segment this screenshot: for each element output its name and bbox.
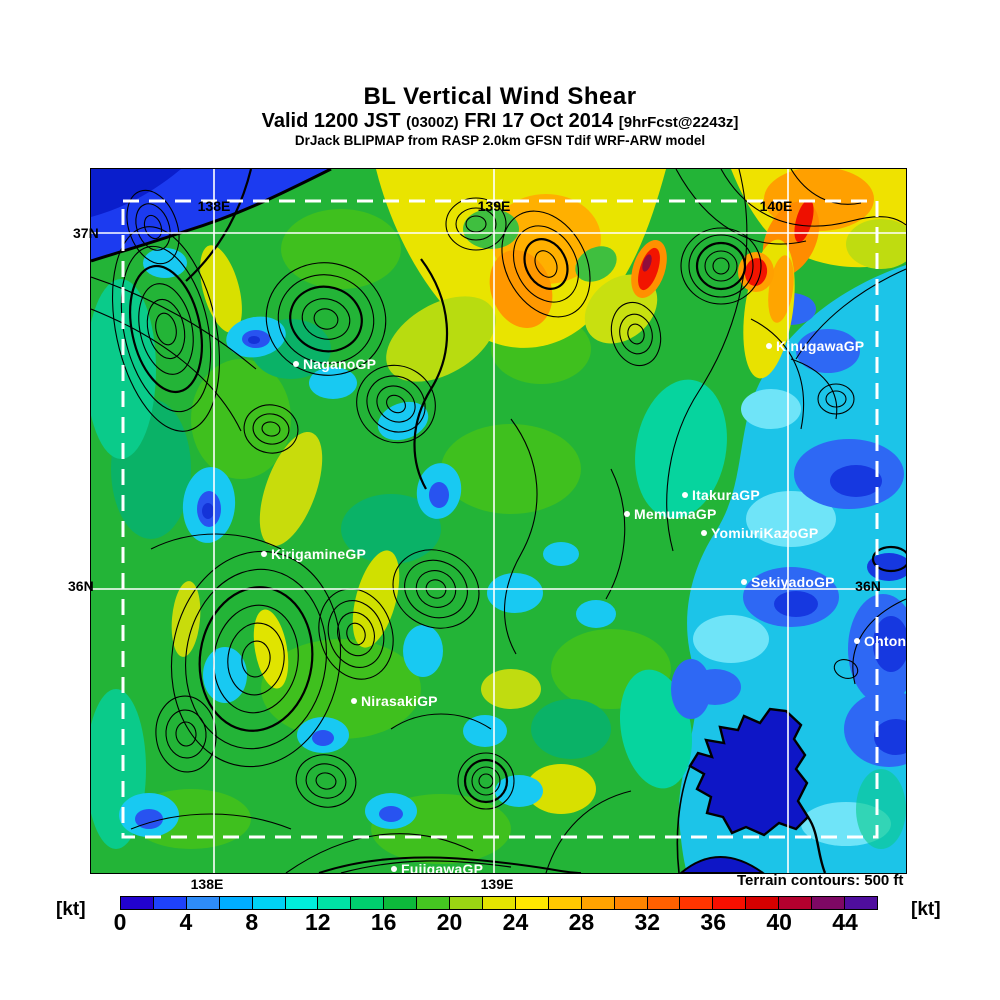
site-marker-nirasaki: NirasakiGP xyxy=(351,693,438,709)
colorbar-tick-label: 28 xyxy=(568,909,595,935)
colorbar-segment xyxy=(153,897,187,909)
colorbar-segment xyxy=(844,897,877,909)
colorbar-segment xyxy=(581,897,615,909)
colorbar-segment xyxy=(548,897,582,909)
site-marker-kinugawa: KinugawaGP xyxy=(766,338,864,354)
colorbar-segment xyxy=(186,897,220,909)
colorbar-tick-label: 20 xyxy=(436,909,463,935)
colorbar-tick-label: 4 xyxy=(179,909,193,935)
site-dot-icon xyxy=(741,579,747,585)
colorbar-tick-label: 12 xyxy=(304,909,331,935)
lon-label-139e-bottom: 139E xyxy=(480,876,514,892)
unit-label-right: [kt] xyxy=(911,899,941,920)
colorbar-segment xyxy=(614,897,648,909)
site-marker-kirigamine: KirigamineGP xyxy=(261,546,366,562)
site-marker-sekiyado: SekiyadoGP xyxy=(741,574,835,590)
colorbar-segment xyxy=(746,897,780,909)
lat-label-36n-left: 36N xyxy=(68,578,94,594)
lat-label-37n-left: 37N xyxy=(73,225,99,241)
site-dot-icon xyxy=(624,511,630,517)
colorbar-tick-label: 32 xyxy=(634,909,661,935)
colorbar-segment xyxy=(417,897,451,909)
site-label: FujigawaGP xyxy=(401,861,484,874)
colorbar-segment xyxy=(219,897,253,909)
domain-boundary-box xyxy=(121,199,879,839)
blipmap-plot: 138E 139E 140E 36N NaganoGP KinugawaGP I… xyxy=(90,168,907,874)
colorbar-tick-label: 16 xyxy=(370,909,397,935)
colorbar-segment xyxy=(779,897,813,909)
lon-label-138e-bottom: 138E xyxy=(190,876,224,892)
site-dot-icon xyxy=(682,492,688,498)
unit-label-left: [kt] xyxy=(56,899,86,920)
colorbar-tick-label: 24 xyxy=(502,909,529,935)
colorbar-segment xyxy=(252,897,286,909)
site-dot-icon xyxy=(854,638,860,644)
valid-date: FRI 17 Oct 2014 xyxy=(458,109,619,132)
colorbar xyxy=(120,896,878,910)
site-dot-icon xyxy=(766,343,772,349)
wind-shear-field xyxy=(91,169,906,873)
latlon-grid xyxy=(91,169,906,873)
lon-label-139e-top: 139E xyxy=(477,198,511,214)
site-marker-memuma: MemumaGP xyxy=(624,506,717,522)
colorbar-segment xyxy=(121,897,154,909)
site-label: YomiuriKazoGP xyxy=(711,525,819,541)
model-line: DrJack BLIPMAP from RASP 2.0km GFSN Tdif… xyxy=(294,132,706,148)
colorbar-tick-label: 8 xyxy=(245,909,259,935)
colorbar-segment xyxy=(482,897,516,909)
site-dot-icon xyxy=(293,361,299,367)
site-marker-itakura: ItakuraGP xyxy=(682,487,760,503)
lon-label-138e-top: 138E xyxy=(197,198,231,214)
colorbar-segment xyxy=(647,897,681,909)
colorbar-segment xyxy=(515,897,549,909)
site-marker-fujigawa: FujigawaGP xyxy=(391,861,484,874)
colorbar-segment xyxy=(285,897,319,909)
site-label: KirigamineGP xyxy=(271,546,366,562)
site-dot-icon xyxy=(701,530,707,536)
site-dot-icon xyxy=(351,698,357,704)
colorbar-segment xyxy=(318,897,352,909)
page-title: BL Vertical Wind Shear xyxy=(363,83,637,110)
header: BL Vertical Wind Shear Valid 1200 JST (0… xyxy=(0,84,1000,148)
colorbar-tick-label: 36 xyxy=(700,909,726,935)
site-dot-icon xyxy=(391,866,397,872)
colorbar-ticks: 0 4 8 12 16 20 24 28 32 36 40 44 xyxy=(114,909,878,937)
lat-label-36n-right: 36N xyxy=(855,578,881,594)
colorbar-segment xyxy=(713,897,747,909)
site-marker-nagano: NaganoGP xyxy=(293,356,376,372)
valid-prefix: Valid 1200 JST xyxy=(261,109,407,132)
site-label: NirasakiGP xyxy=(361,693,438,709)
colorbar-segment xyxy=(812,897,845,909)
site-label: ItakuraGP xyxy=(692,487,760,503)
valid-zulu: (0300Z) xyxy=(406,113,459,131)
site-label: NaganoGP xyxy=(303,356,377,372)
valid-forecast-tag: [9hrFcst@2243z] xyxy=(618,113,739,131)
colorbar-segment xyxy=(351,897,385,909)
colorbar-segment xyxy=(384,897,418,909)
colorbar-tick-label: 0 xyxy=(113,909,127,935)
site-marker-ohtone: OhtoneGP xyxy=(854,633,907,649)
site-dot-icon xyxy=(261,551,267,557)
colorbar-tick-label: 44 xyxy=(832,909,858,935)
site-label: MemumaGP xyxy=(634,506,717,522)
terrain-contours-note: Terrain contours: 500 ft xyxy=(737,872,904,889)
site-label: KinugawaGP xyxy=(776,338,865,354)
valid-line: Valid 1200 JST (0300Z) FRI 17 Oct 2014 [… xyxy=(0,109,1000,133)
site-label: SekiyadoGP xyxy=(751,574,835,590)
site-label: OhtoneGP xyxy=(864,633,907,649)
colorbar-tick-label: 40 xyxy=(766,909,792,935)
lon-label-140e-top: 140E xyxy=(759,198,793,214)
colorbar-segment xyxy=(450,897,483,909)
site-marker-yomiurikazo: YomiuriKazoGP xyxy=(701,525,818,541)
colorbar-segment xyxy=(680,897,714,909)
